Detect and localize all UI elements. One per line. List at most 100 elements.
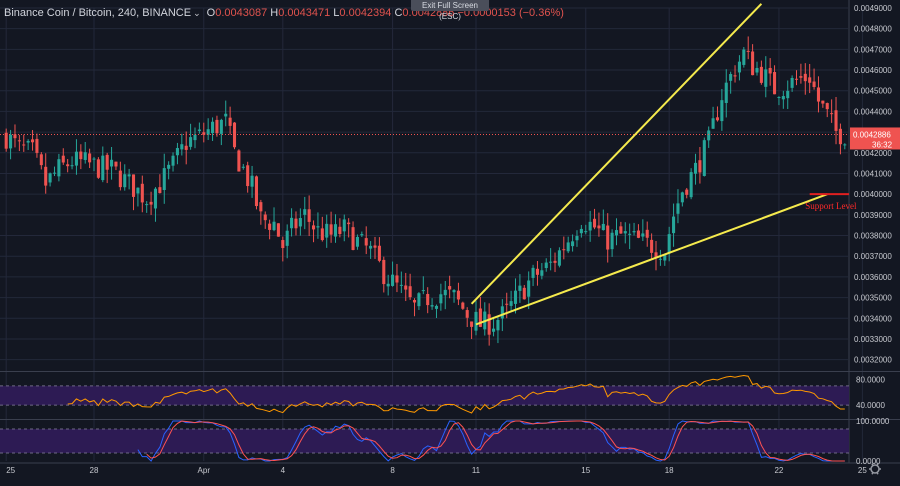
candle-body [685,189,689,195]
candle-body [254,176,258,207]
low-value: 0.0042394 [339,7,392,19]
candle-body [597,225,601,229]
candle-body [184,145,188,150]
candle-body [711,118,715,129]
candle-body [290,217,294,229]
candle-body [672,216,676,234]
candle-body [88,153,92,163]
symbol-title[interactable]: Binance Coin / Bitcoin, 240, BINANCE [4,7,192,19]
gear-icon-tooth [871,463,874,466]
time-axis-label: 18 [665,466,674,475]
candle-body [562,249,566,251]
candle-body [167,164,171,169]
candle-body [66,164,70,167]
candle-body [347,222,351,225]
candle-body [127,174,131,177]
chevron-down-icon[interactable]: ⌄ [193,7,201,18]
candle-body [843,144,847,146]
candle-body [320,228,324,241]
candle-body [307,209,311,222]
price-axis-label: 0.0034000 [854,314,892,323]
rsi-axis-label: 80.0000 [856,375,885,384]
candle-body [470,321,474,327]
candle-body [329,224,333,235]
price-axis-label: 0.0046000 [854,66,892,75]
exit-fullscreen-button[interactable]: Exit Full Screen (ESC) [411,0,489,21]
candle-body [355,236,359,247]
candle-body [544,262,548,269]
candle-body [707,130,711,141]
candle-body [689,172,693,198]
candle-body [777,97,781,99]
time-axis-label: 8 [390,466,395,475]
candle-body [298,218,302,227]
candle-body [263,214,267,221]
trendline [470,3,763,305]
close-label: C [394,7,403,19]
candle-body [566,242,570,252]
bar-countdown-label: 36:32 [872,140,893,149]
candle-body [44,166,48,186]
candle-body [518,285,522,291]
candle-body [70,165,74,167]
candle-body [540,270,544,276]
candle-body [465,310,469,318]
candle-body [619,226,623,234]
candle-body [737,61,741,73]
time-axis-label: Apr [198,466,211,475]
support-level-label: Support Level [805,201,857,211]
high-value: 0.0043471 [278,7,331,19]
last-price-label: 0.0042886 [853,130,891,139]
candle-body [180,144,184,150]
candle-body [149,201,153,205]
price-axis-label: 0.0035000 [854,294,892,303]
candle-body [584,231,588,233]
candle-body [614,230,619,236]
candle-body [237,150,241,172]
candle-body [430,305,434,307]
candle-body [189,137,193,147]
candle-body [373,245,377,248]
candle-body [281,240,285,249]
time-axis-label: 4 [281,466,286,475]
candle-body [399,284,403,286]
candle-body [171,155,175,166]
high-label: H [270,7,279,19]
stoch-axis-label: 0.0000 [856,457,881,466]
candle-body [729,74,733,81]
candle-body [794,78,799,80]
candle-body [667,234,671,254]
price-axis-label: 0.0049000 [854,4,892,13]
candle-body [101,155,105,181]
candle-body [492,328,496,332]
candle-body [434,305,439,309]
time-axis-label: 22 [774,466,783,475]
gear-icon-tooth [871,472,874,475]
time-axis-label: 15 [581,466,590,475]
candle-body [571,241,575,247]
stoch-axis-label: 100.0000 [856,417,890,426]
candle-body [535,268,539,275]
candle-body [588,221,592,231]
candle-body [557,250,561,266]
candle-body [193,134,197,141]
candle-body [377,245,381,261]
candle-body [162,168,166,191]
price-axis-label: 0.0045000 [854,87,892,96]
candle-body [751,51,755,76]
candle-body [645,229,649,238]
candle-body [680,192,684,203]
candle-body [26,140,30,143]
candle-body [404,285,408,290]
candle-body [294,218,298,229]
candle-body [250,175,254,187]
gear-icon[interactable] [869,463,881,475]
candle-body [4,132,8,149]
time-axis-label: 11 [472,466,481,475]
candle-body [241,166,245,168]
candle-body [755,67,759,73]
candle-body [579,228,583,234]
candle-body [632,231,636,233]
